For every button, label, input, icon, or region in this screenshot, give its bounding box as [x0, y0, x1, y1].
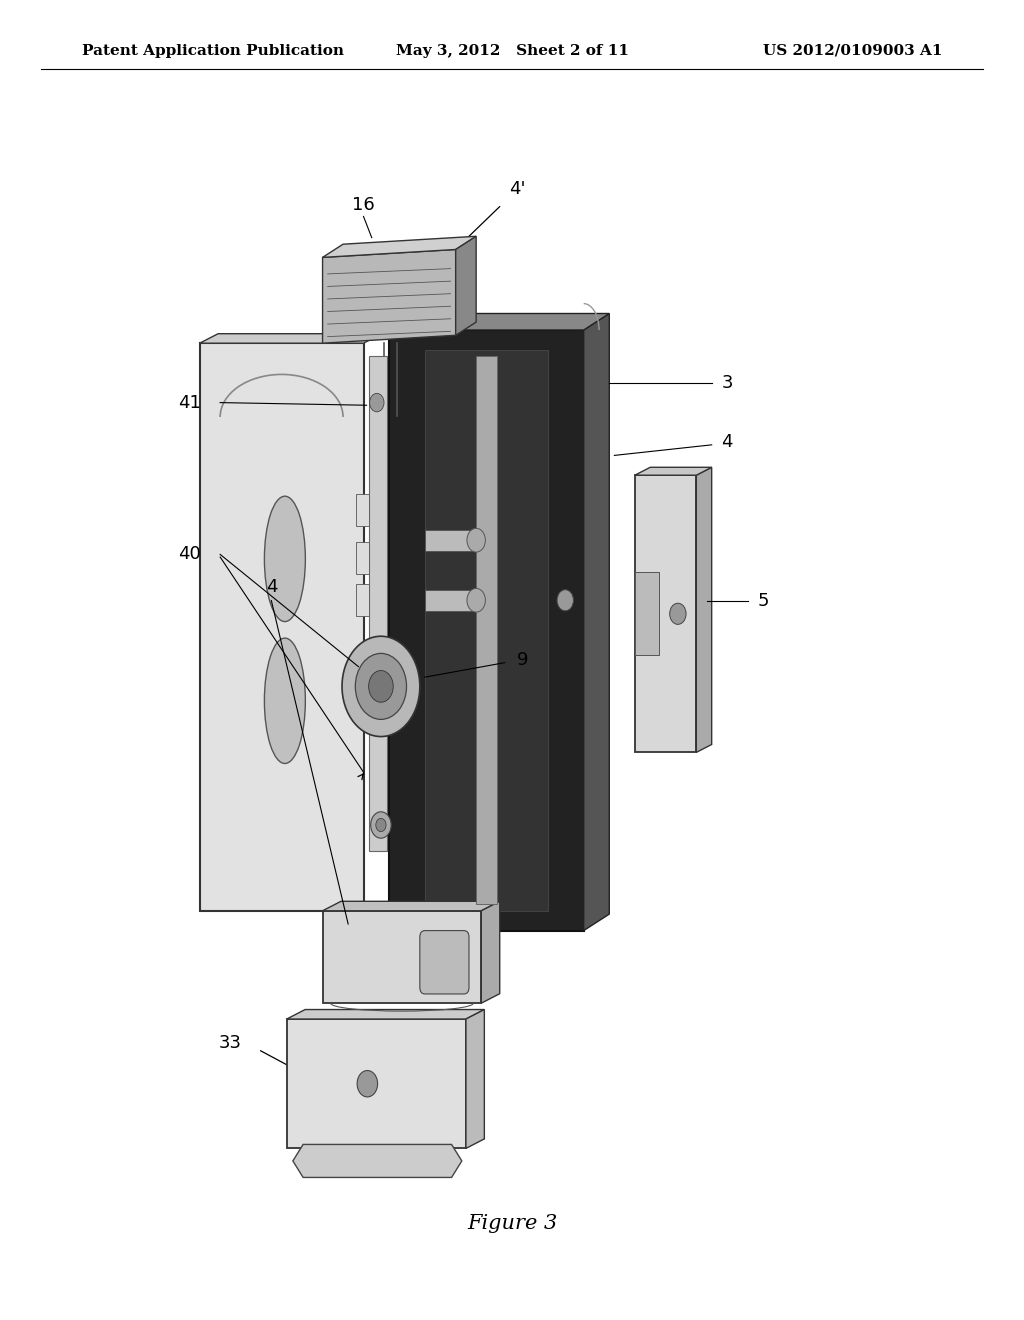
Polygon shape [287, 1019, 466, 1148]
Circle shape [355, 653, 407, 719]
Polygon shape [293, 1144, 462, 1177]
Polygon shape [323, 249, 456, 343]
Text: 5: 5 [757, 591, 769, 610]
Polygon shape [635, 573, 659, 656]
Circle shape [557, 590, 573, 611]
Text: 3: 3 [721, 374, 733, 392]
Text: Figure 3: Figure 3 [467, 1214, 557, 1233]
Polygon shape [425, 529, 476, 550]
Circle shape [467, 528, 485, 552]
Circle shape [342, 636, 420, 737]
Polygon shape [389, 330, 584, 931]
Polygon shape [287, 1010, 484, 1019]
Polygon shape [369, 356, 387, 851]
Polygon shape [635, 475, 696, 752]
Text: Patent Application Publication: Patent Application Publication [82, 44, 344, 58]
FancyBboxPatch shape [420, 931, 469, 994]
Ellipse shape [264, 638, 305, 763]
Circle shape [376, 818, 386, 832]
Text: 9: 9 [516, 651, 528, 669]
Polygon shape [200, 334, 382, 343]
Polygon shape [356, 585, 369, 616]
Polygon shape [635, 467, 712, 475]
Polygon shape [200, 343, 364, 911]
Polygon shape [696, 467, 712, 752]
Polygon shape [323, 911, 481, 1003]
Polygon shape [356, 543, 369, 574]
Polygon shape [425, 350, 548, 911]
Text: 33: 33 [219, 1034, 242, 1052]
Polygon shape [323, 902, 500, 911]
Circle shape [357, 1071, 378, 1097]
Circle shape [670, 603, 686, 624]
Text: 4: 4 [721, 433, 733, 451]
Ellipse shape [264, 496, 305, 622]
Polygon shape [456, 236, 476, 335]
Polygon shape [584, 314, 609, 931]
Text: 16: 16 [352, 195, 375, 214]
Polygon shape [389, 314, 609, 330]
Polygon shape [481, 902, 500, 1003]
Text: May 3, 2012   Sheet 2 of 11: May 3, 2012 Sheet 2 of 11 [395, 44, 629, 58]
Polygon shape [356, 495, 369, 527]
Polygon shape [476, 356, 497, 904]
Text: 4': 4' [509, 180, 525, 198]
Circle shape [467, 589, 485, 612]
Polygon shape [323, 236, 476, 257]
Text: 4: 4 [265, 578, 278, 597]
Circle shape [370, 393, 384, 412]
Circle shape [369, 671, 393, 702]
Circle shape [371, 812, 391, 838]
Text: 40: 40 [178, 545, 201, 564]
Text: 41: 41 [178, 393, 201, 412]
Text: US 2012/0109003 A1: US 2012/0109003 A1 [763, 44, 942, 58]
Polygon shape [466, 1010, 484, 1148]
Polygon shape [425, 590, 476, 611]
